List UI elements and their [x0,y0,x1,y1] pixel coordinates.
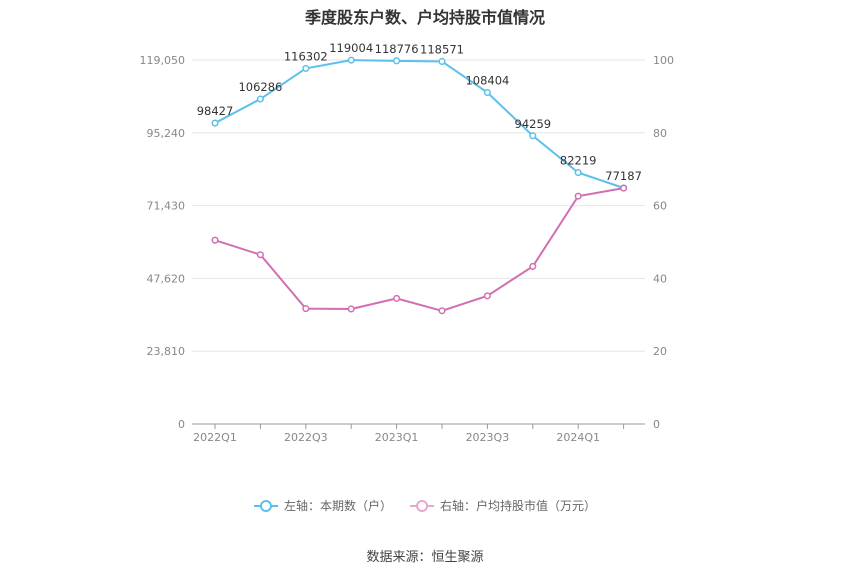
data-point-left [393,57,401,65]
x-tick-label: 2023Q3 [466,431,510,444]
data-point-right [529,262,537,270]
data-point-right [574,192,582,200]
data-label: 94259 [515,117,552,131]
data-point-left [483,89,491,97]
data-point-left [529,132,537,140]
y-left-tick-label: 71,430 [147,200,186,213]
chart-title: 季度股东户数、户均持股市值情况 [304,8,545,27]
x-tick-label: 2023Q1 [375,431,419,444]
data-label: 82219 [560,154,597,168]
data-label: 77187 [605,169,642,183]
y-right-tick-label: 20 [653,345,667,358]
data-point-right [347,305,355,313]
data-label: 118571 [420,42,464,56]
legend-left-marker-icon [253,499,278,512]
data-point-right [483,292,491,300]
data-label: 119004 [329,41,373,55]
y-left-tick-label: 47,620 [147,272,186,285]
y-left-tick-label: 23,810 [147,345,186,358]
x-tick-label: 2024Q1 [556,431,600,444]
legend-item-right-series[interactable]: 右轴：户均持股市值（万元） [410,497,596,514]
x-tick-label: 2022Q1 [193,431,237,444]
data-label: 98427 [197,104,234,118]
data-point-left [302,64,310,72]
data-point-right [302,305,310,313]
series-line-left [214,59,624,189]
data-label: 106286 [238,80,282,94]
data-point-left [211,119,219,127]
data-point-left [256,95,264,103]
legend: 左轴：本期数（户） 右轴：户均持股市值（万元） [0,497,850,514]
legend-right-marker-icon [410,499,434,512]
data-point-right [620,184,628,192]
y-right-tick-label: 80 [653,127,667,140]
data-point-right [256,251,264,259]
legend-item-left-series[interactable]: 左轴：本期数（户） [253,497,392,514]
data-point-right [393,294,401,302]
y-right-tick-label: 60 [653,200,667,213]
data-point-right [438,307,446,315]
data-point-left [347,56,355,64]
legend-right-label: 右轴：户均持股市值（万元） [440,499,597,513]
data-label: 108404 [465,74,509,88]
y-right-tick-label: 0 [653,418,660,431]
data-point-left [574,169,582,177]
data-point-right [211,236,219,244]
y-right-tick-label: 40 [653,272,667,285]
y-right-tick-label: 100 [653,54,674,67]
data-label: 118776 [375,42,419,56]
data-label: 116302 [284,49,328,63]
y-left-tick-label: 95,240 [147,127,186,140]
y-left-tick-label: 0 [178,418,185,431]
legend-left-label: 左轴：本期数（户） [283,499,392,513]
data-source: 数据来源：恒生聚源 [366,550,484,565]
data-point-left [438,57,446,66]
series-line-right [214,187,624,312]
y-left-tick-label: 119,050 [140,54,186,67]
x-tick-label: 2022Q3 [284,431,328,444]
